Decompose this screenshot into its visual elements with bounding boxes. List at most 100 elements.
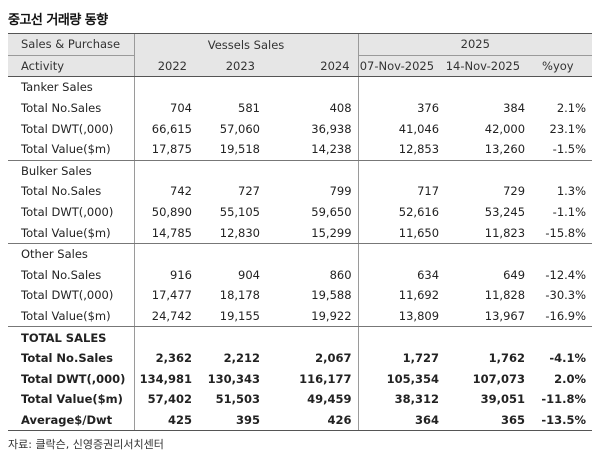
header-activity: Activity [8,55,134,78]
source-note: 자료: 클락슨, 신영증권리서치센터 [8,438,164,451]
table-cell: 426 [263,409,359,432]
header-2025: 2025 [357,33,593,56]
section-header-row: Bulker Sales [8,160,592,182]
empty-cell [357,243,443,265]
table-cell: 581 [238,101,260,116]
table-cell: 11,650 [357,222,443,244]
table-cell: 904 [238,267,260,282]
table-cell: 2,212 [223,351,260,366]
table-cell: 704 [133,97,195,119]
table-cell: 729 [503,184,526,199]
table-cell: 365 [442,409,529,432]
table-cell: 39,051 [480,392,526,407]
table-cell: -12.4% [545,267,587,282]
table-cell: 13,260 [442,138,529,161]
empty-cell [357,326,443,348]
table-cell: 727 [238,184,260,199]
table-cell: 19,922 [263,305,359,328]
header-col-2022: 2022 [133,55,195,78]
section-header-row: Tanker Sales [8,76,592,98]
empty-cell [528,77,592,98]
header-col-2023: 2023 [195,55,263,78]
table-cell: 916 [133,264,195,286]
table-cell: 384 [503,101,526,116]
table-cell: 49,459 [307,392,352,407]
table-row: Total No.Sales 916 904 860 634 649 -12.4% [8,264,592,286]
empty-cell [263,160,358,181]
table-cell: 52,616 [357,201,443,223]
row-label: Total DWT(,000) [21,288,114,303]
header-col-07-nov: 07-Nov-2025 [357,55,443,78]
header-vessels-sales: Vessels Sales [133,33,359,56]
table-cell: 860 [329,267,352,282]
empty-cell [195,243,263,264]
table-cell: -1.1% [552,205,587,220]
empty-cell [442,77,528,98]
table-cell: 51,503 [215,392,260,407]
table-cell: 18,178 [219,288,260,303]
table-cell: -13.5% [528,409,593,432]
row-label: Total DWT(,000) [21,121,114,136]
table-cell: 38,312 [357,389,443,410]
section-title: Tanker Sales [21,80,93,95]
empty-cell [442,243,528,264]
table-cell: 364 [357,409,443,432]
empty-cell [133,243,195,265]
row-label: Total No.Sales [21,351,113,366]
section-title: TOTAL SALES [21,330,107,345]
row-label: Total No.Sales [21,184,102,199]
empty-cell [195,160,263,181]
empty-cell [528,160,592,181]
table-cell: 395 [195,409,263,432]
row-label: Average$/Dwt [8,409,134,432]
table-cell: -1.5% [528,138,593,161]
table-cell: 24,742 [133,305,195,328]
table-cell: 42,000 [484,121,526,136]
row-label: Total DWT(,000) [21,371,126,386]
table-cell: 107,073 [472,371,526,386]
table-cell: 2,362 [133,347,195,369]
table-cell: -4.1% [549,351,587,366]
table-cell: 66,615 [133,118,195,139]
table-cell: -15.8% [528,222,593,244]
table-row: Total Value($m) 24,742 19,155 19,922 13,809 1… [8,305,593,328]
table-cell: 55,105 [219,205,260,220]
table-cell: 19,588 [311,288,352,303]
table-cell: -30.3% [545,288,587,303]
table-row: Average$/Dwt 425 395 426 364 365 -13.5% [8,409,593,432]
empty-cell [263,243,358,264]
table-cell: 13,967 [442,305,529,328]
header-row-2: Activity 2022 2023 2024 07-Nov-2025 14-N… [8,55,593,78]
table-cell: 14,785 [133,222,195,244]
table-cell: 130,343 [207,371,260,386]
table-cell: 59,650 [311,205,352,220]
empty-cell [442,160,528,181]
table-cell: 12,830 [195,222,263,244]
section-title: Bulker Sales [21,163,92,178]
table-cell: 376 [357,97,443,119]
table-cell: 425 [133,409,195,432]
table-row: Total Value($m) 57,402 51,503 49,459 38,312 3… [8,389,592,410]
empty-cell [133,160,195,182]
table-cell: 50,890 [133,201,195,223]
table-cell: 15,299 [263,222,359,244]
empty-cell [263,327,358,348]
empty-cell [528,243,592,264]
table-cell: 717 [357,181,443,202]
empty-cell [133,76,195,98]
table-row: Total Value($m) 17,875 19,518 14,238 12,853 1… [8,138,593,161]
table-cell: 13,809 [357,305,443,328]
table-cell: 17,875 [133,138,195,161]
table-cell: 742 [133,181,195,202]
row-label: Total Value($m) [8,305,134,328]
empty-cell [133,326,195,348]
empty-cell [528,327,592,348]
table-cell: 14,238 [263,138,359,161]
table-cell: -16.9% [528,305,593,328]
row-label: Total Value($m) [8,222,134,244]
table-cell: 134,981 [133,368,195,390]
header-col-yoy: %yoy [528,55,593,78]
table-row: Total No.Sales 2,362 2,212 2,067 1,727 1,762 -… [8,347,592,369]
table-cell: 1,762 [488,351,526,366]
empty-cell [357,160,443,182]
